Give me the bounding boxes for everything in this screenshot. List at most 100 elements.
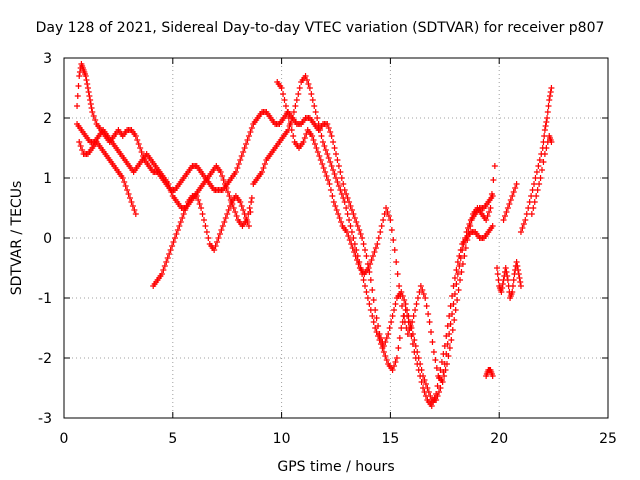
data-point-interp [195, 197, 202, 203]
data-point-interp [457, 247, 464, 253]
data-point [245, 133, 252, 139]
data-point [389, 313, 396, 319]
data-point [217, 169, 224, 175]
x-tick-label: 5 [168, 431, 177, 447]
data-point-interp [451, 275, 458, 281]
data-point [302, 73, 309, 79]
data-point [300, 139, 307, 145]
data-point [367, 277, 374, 283]
data-point-interp [245, 211, 252, 217]
data-point [443, 361, 450, 367]
data-point-interp [377, 229, 384, 235]
data-point-interp [351, 215, 358, 221]
data-point-interp [200, 217, 207, 223]
data-point-interp [349, 245, 356, 251]
data-point-interp [125, 191, 132, 197]
data-point-interp [232, 209, 239, 215]
data-point-interp [536, 157, 543, 163]
data-point [328, 163, 335, 169]
data-point-interp [506, 201, 513, 207]
data-point-interp [331, 171, 338, 177]
data-point [315, 121, 322, 127]
data-point-interp [196, 201, 203, 207]
data-point-interp [516, 275, 523, 281]
data-point [84, 85, 91, 91]
data-point-interp [455, 287, 462, 293]
data-point-interp [449, 293, 456, 299]
data-point [319, 139, 326, 145]
data-point [165, 181, 172, 187]
data-point [309, 133, 316, 139]
data-point-interp [317, 127, 324, 133]
data-point [278, 85, 285, 91]
data-point [335, 211, 342, 217]
data-point [515, 271, 522, 277]
data-point-interp [221, 219, 228, 225]
data-point-interp [360, 277, 367, 283]
data-point [544, 115, 551, 121]
data-point [391, 247, 398, 253]
data-point-interp [433, 365, 440, 371]
data-point [176, 223, 183, 229]
data-point-interp [290, 133, 297, 139]
data-point-interp [412, 307, 419, 313]
data-point [224, 211, 231, 217]
data-point [380, 349, 387, 355]
x-tick-label: 25 [599, 431, 617, 447]
data-point-interp [538, 167, 545, 173]
data-point-interp [311, 141, 318, 147]
data-point-interp [212, 243, 219, 249]
data-point-interp [414, 295, 421, 301]
data-point-interp [174, 227, 181, 233]
data-point-interp [332, 203, 339, 209]
data-point [243, 217, 250, 223]
data-point-interp [523, 211, 530, 217]
data-point-interp [366, 301, 373, 307]
data-point [398, 325, 405, 331]
data-point-interp [335, 163, 342, 169]
data-point [483, 217, 490, 223]
data-point-interp [173, 231, 180, 237]
data-point-interp [543, 145, 550, 151]
data-point-interp [288, 127, 295, 133]
data-point [489, 223, 496, 229]
data-point-interp [346, 237, 353, 243]
data-point-interp [370, 319, 377, 325]
data-point [124, 187, 131, 193]
data-point-interp [284, 109, 291, 115]
data-point-interp [422, 381, 429, 387]
data-point-interp [391, 307, 398, 313]
data-point-interp [375, 333, 382, 339]
data-point [341, 199, 348, 205]
data-point-interp [503, 269, 510, 275]
data-point-interp [338, 191, 345, 197]
data-point [439, 379, 446, 385]
data-point-interp [360, 241, 367, 247]
data-point-interp [525, 205, 532, 211]
data-point [348, 241, 355, 247]
data-point [526, 199, 533, 205]
y-tick-label: 0 [43, 231, 52, 247]
data-point [337, 187, 344, 193]
data-point [548, 139, 555, 145]
data-point-interp [85, 89, 92, 95]
data-point [413, 301, 420, 307]
data-point [326, 181, 333, 187]
data-point-interp [318, 133, 325, 139]
data-point [132, 133, 139, 139]
data-point [282, 103, 289, 109]
data-point-interp [334, 157, 341, 163]
data-point-interp [382, 353, 389, 359]
data-point-interp [329, 193, 336, 199]
data-point-interp [127, 195, 134, 201]
data-point-interp [409, 341, 416, 347]
data-point-interp [134, 137, 141, 143]
data-point [450, 283, 457, 289]
data-point-interp [247, 129, 254, 135]
data-point-interp [510, 277, 517, 283]
data-point-interp [494, 271, 501, 277]
data-point-interp [373, 329, 380, 335]
data-point [457, 277, 464, 283]
data-point [522, 217, 529, 223]
